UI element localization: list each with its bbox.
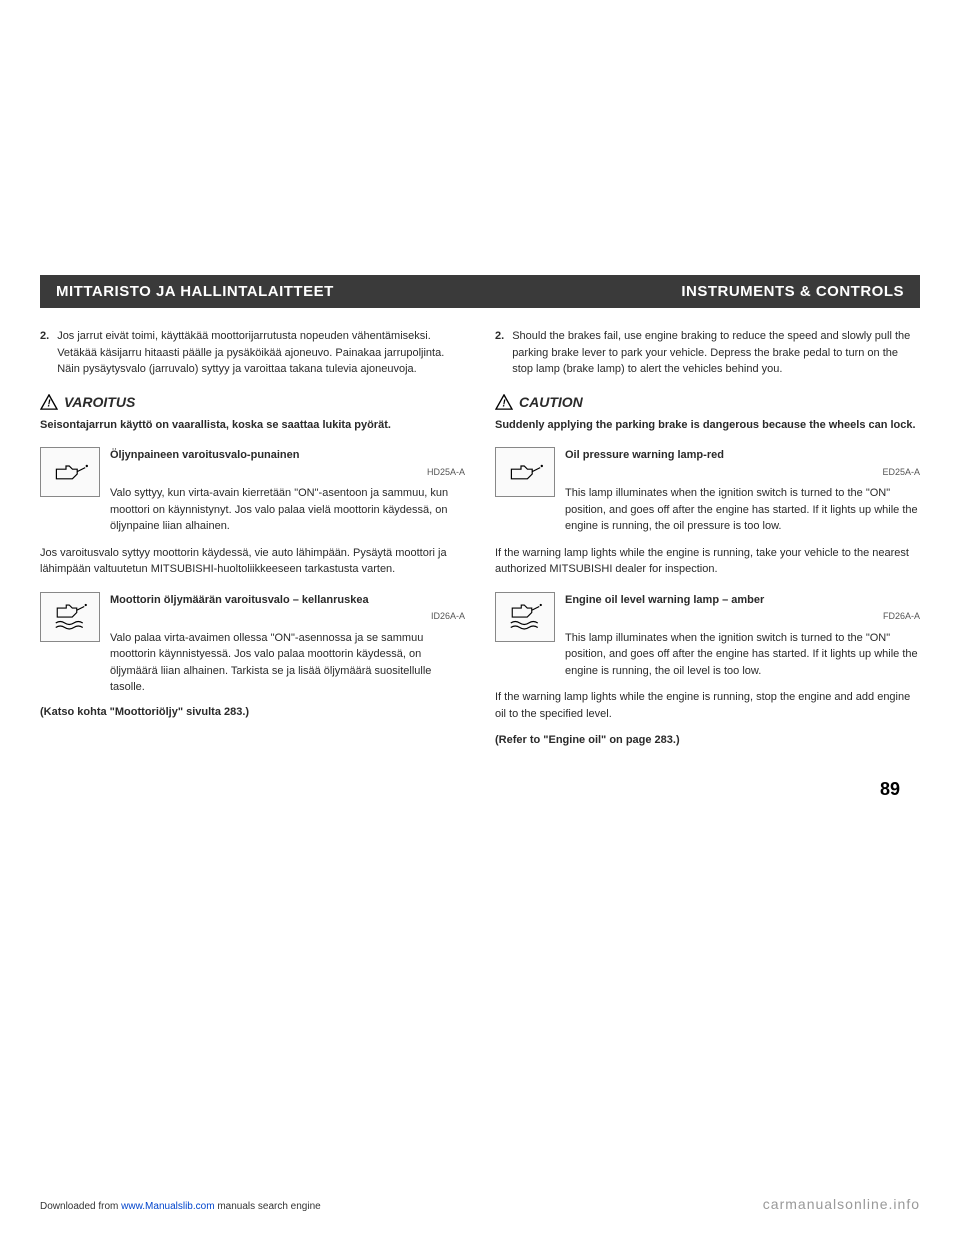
svg-text:!: !: [502, 398, 506, 409]
footer-link[interactable]: www.Manualslib.com: [121, 1201, 214, 1212]
section-desc: This lamp illuminates when the ignition …: [565, 485, 920, 535]
item-number: 2.: [495, 328, 504, 378]
item-number: 2.: [40, 328, 49, 378]
section-content: Oil pressure warning lamp-red ED25A-A Th…: [565, 447, 920, 535]
svg-text:!: !: [47, 398, 51, 409]
warning-triangle-icon: !: [495, 394, 513, 410]
right-warning-block: ! CAUTION Suddenly applying the parking …: [495, 392, 920, 434]
content-columns: 2. Jos jarrut eivät toimi, käyttäkää moo…: [40, 328, 920, 749]
page-number: 89: [40, 779, 920, 800]
section-title: Moottorin öljymäärän varoitusvalo – kell…: [110, 592, 465, 609]
footer-suffix: manuals search engine: [217, 1201, 320, 1212]
section-code: HD25A-A: [110, 466, 465, 480]
right-item-2: 2. Should the brakes fail, use engine br…: [495, 328, 920, 378]
section-desc: Valo palaa virta-avaimen ollessa "ON"-as…: [110, 630, 465, 696]
warning-header: ! CAUTION: [495, 392, 920, 413]
section-content: Öljynpaineen varoitusvalo-punainen HD25A…: [110, 447, 465, 535]
warning-label: CAUTION: [519, 392, 583, 413]
oil-can-icon: [40, 447, 100, 497]
section-title: Oil pressure warning lamp-red: [565, 447, 920, 464]
header-left-title: MITTARISTO JA HALLINTALAITTEET: [56, 283, 334, 300]
section-code: ID26A-A: [110, 610, 465, 624]
footer-prefix: Downloaded from: [40, 1201, 121, 1212]
right-para-1: If the warning lamp lights while the eng…: [495, 545, 920, 578]
left-item-2: 2. Jos jarrut eivät toimi, käyttäkää moo…: [40, 328, 465, 378]
left-column: 2. Jos jarrut eivät toimi, käyttäkää moo…: [40, 328, 465, 749]
left-para-1: Jos varoitusvalo syttyy moottorin käydes…: [40, 545, 465, 578]
section-content: Engine oil level warning lamp – amber FD…: [565, 592, 920, 680]
warning-label: VAROITUS: [64, 392, 135, 413]
left-refer-note: (Katso kohta "Moottoriöljy" sivulta 283.…: [40, 704, 465, 721]
oil-can-icon: [495, 447, 555, 497]
left-oil-pressure-section: Öljynpaineen varoitusvalo-punainen HD25A…: [40, 447, 465, 535]
warning-header: ! VAROITUS: [40, 392, 465, 413]
warning-text: Seisontajarrun käyttö on vaarallista, ko…: [40, 417, 465, 434]
section-desc: Valo syttyy, kun virta-avain kierretään …: [110, 485, 465, 535]
right-refer-note: (Refer to "Engine oil" on page 283.): [495, 732, 920, 749]
section-code: FD26A-A: [565, 610, 920, 624]
footer-right-watermark: carmanualsonline.info: [763, 1196, 920, 1212]
warning-triangle-icon: !: [40, 394, 58, 410]
item-text: Should the brakes fail, use engine braki…: [512, 328, 920, 378]
oil-level-icon: [495, 592, 555, 642]
section-header-bar: MITTARISTO JA HALLINTALAITTEET INSTRUMEN…: [40, 275, 920, 308]
oil-level-icon: [40, 592, 100, 642]
right-oil-pressure-section: Oil pressure warning lamp-red ED25A-A Th…: [495, 447, 920, 535]
footer-left: Downloaded from www.Manualslib.com manua…: [40, 1201, 321, 1212]
section-desc: This lamp illuminates when the ignition …: [565, 630, 920, 680]
warning-text: Suddenly applying the parking brake is d…: [495, 417, 920, 434]
section-content: Moottorin öljymäärän varoitusvalo – kell…: [110, 592, 465, 696]
header-right-title: INSTRUMENTS & CONTROLS: [681, 283, 904, 300]
right-para-2: If the warning lamp lights while the eng…: [495, 689, 920, 722]
section-title: Öljynpaineen varoitusvalo-punainen: [110, 447, 465, 464]
left-warning-block: ! VAROITUS Seisontajarrun käyttö on vaar…: [40, 392, 465, 434]
right-oil-level-section: Engine oil level warning lamp – amber FD…: [495, 592, 920, 680]
section-code: ED25A-A: [565, 466, 920, 480]
left-oil-level-section: Moottorin öljymäärän varoitusvalo – kell…: [40, 592, 465, 696]
right-column: 2. Should the brakes fail, use engine br…: [495, 328, 920, 749]
item-text: Jos jarrut eivät toimi, käyttäkää mootto…: [57, 328, 465, 378]
section-title: Engine oil level warning lamp – amber: [565, 592, 920, 609]
